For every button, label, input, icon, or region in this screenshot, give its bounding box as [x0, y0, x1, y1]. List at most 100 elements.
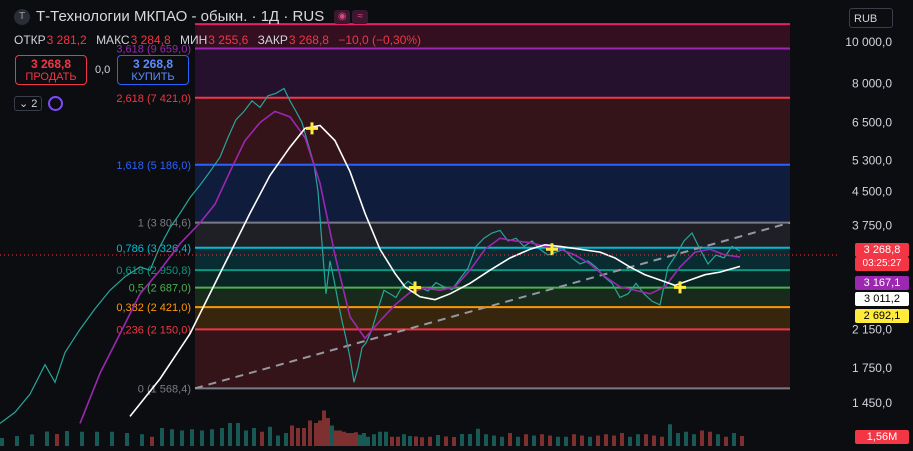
- fib-level-label: 0,786 (3 326,4): [116, 243, 191, 255]
- indicators-count: 2: [31, 98, 38, 110]
- volume-bar: [140, 434, 144, 446]
- volume-bar: [0, 438, 4, 446]
- y-tick-label: 6 500,0: [852, 116, 892, 130]
- trendline: [194, 221, 791, 390]
- volume-bar: [390, 436, 394, 446]
- open-value: 3 281,2: [46, 33, 87, 47]
- volume-bar: [326, 418, 330, 446]
- fib-zone: [195, 329, 790, 389]
- volume-bars: [0, 410, 744, 446]
- volume-bar: [500, 436, 504, 446]
- buy-button[interactable]: 3 268,8 КУПИТЬ: [117, 55, 189, 85]
- volume-bar: [468, 434, 472, 446]
- buy-price: 3 268,8: [132, 57, 174, 71]
- eye-icon[interactable]: ◉: [334, 9, 351, 24]
- volume-bar: [95, 431, 99, 446]
- volume-bar: [276, 435, 280, 446]
- volume-bar: [732, 433, 736, 446]
- signal-marker: [546, 243, 558, 256]
- volume-bar: [652, 435, 656, 446]
- volume-bar: [314, 423, 318, 446]
- volume-bar: [660, 436, 664, 446]
- volume-tag: 1,56M: [855, 430, 909, 444]
- wave-icon[interactable]: ≈: [352, 9, 369, 24]
- countdown-tag: 03:25:27: [855, 257, 909, 271]
- chart-header: T Т-Технологии МКПАО - обыкн. · 1Д · RUS…: [14, 8, 369, 25]
- volume-bar: [150, 436, 154, 446]
- purple-ma-series: [79, 110, 741, 424]
- symbol-title[interactable]: Т-Технологии МКПАО - обыкн. · 1Д · RUS: [36, 8, 325, 25]
- volume-bar: [436, 435, 440, 446]
- volume-bar: [540, 434, 544, 446]
- spread-value: 0,0: [95, 64, 111, 76]
- fib-level-label: 0,382 (2 421,0): [116, 302, 191, 314]
- y-tick-label: 5 300,0: [852, 154, 892, 168]
- header-icons: ◉ ≈: [334, 9, 369, 24]
- volume-bar: [220, 428, 224, 446]
- volume-bar: [284, 433, 288, 446]
- volume-bar: [516, 436, 520, 446]
- y-tick-label: 3 750,0: [852, 218, 892, 232]
- fib-level-label: 0,5 (2 687,0): [129, 283, 191, 295]
- volume-bar: [308, 420, 312, 446]
- volume-bar: [402, 434, 406, 446]
- volume-bar: [604, 434, 608, 446]
- volume-bar: [322, 410, 326, 446]
- volume-bar: [342, 431, 346, 446]
- volume-bar: [716, 434, 720, 446]
- volume-bar: [190, 429, 194, 446]
- volume-bar: [236, 423, 240, 446]
- volume-bar: [30, 434, 34, 446]
- volume-bar: [588, 436, 592, 446]
- volume-bar: [334, 430, 338, 446]
- y-tick-label: 1 750,0: [852, 361, 892, 375]
- indicator-settings-icon[interactable]: [48, 96, 64, 111]
- volume-bar: [296, 428, 300, 446]
- volume-bar: [210, 429, 214, 446]
- fibonacci-fills: [195, 24, 790, 389]
- last-price-tag: 3 268,8: [855, 243, 909, 257]
- currency-selector[interactable]: RUB: [849, 8, 893, 28]
- volume-bar: [378, 431, 382, 446]
- fibonacci-levels: 0 (1 568,4) 0,236 (2 150,0) 0,382 (2 421,0…: [116, 23, 790, 395]
- sell-button[interactable]: 3 268,8 ПРОДАТЬ: [15, 55, 87, 85]
- ohlc-readout: ОТКР3 281,2 МАКС3 284,8 МИН3 255,6 ЗАКР3…: [14, 33, 427, 47]
- volume-bar: [110, 431, 114, 446]
- volume-bar: [338, 430, 342, 446]
- volume-bar: [244, 430, 248, 446]
- fib-level-label: 0 (1 568,4): [138, 383, 191, 395]
- chevron-down-icon: ⌄: [19, 98, 29, 110]
- close-label: ЗАКР: [257, 33, 288, 47]
- volume-bar: [200, 430, 204, 446]
- fib-zone: [195, 164, 790, 223]
- fib-level-label: 1 (3 804,6): [138, 218, 191, 230]
- fib-zone: [195, 270, 790, 288]
- volume-bar: [492, 435, 496, 446]
- volume-bar: [612, 435, 616, 446]
- volume-bar: [628, 436, 632, 446]
- volume-bar: [160, 428, 164, 446]
- volume-bar: [180, 430, 184, 446]
- indicators-toggle[interactable]: ⌄ 2: [14, 96, 43, 111]
- price-series: [0, 87, 741, 424]
- volume-bar: [724, 436, 728, 446]
- volume-bar: [676, 433, 680, 446]
- sell-price: 3 268,8: [30, 57, 72, 71]
- volume-bar: [580, 435, 584, 446]
- volume-bar: [330, 425, 334, 446]
- volume-bar: [708, 431, 712, 446]
- fib-level-label: 0,236 (2 150,0): [116, 324, 191, 336]
- fib-zone: [195, 48, 790, 98]
- sell-label: ПРОДАТЬ: [25, 71, 77, 83]
- open-label: ОТКР: [14, 33, 46, 47]
- price-axis: 10 000,0 8 000,0 6 500,0 5 300,0 4 500,0 3 75…: [845, 35, 892, 410]
- volume-bar: [484, 434, 488, 446]
- volume-bar: [318, 420, 322, 446]
- volume-bar: [684, 431, 688, 446]
- volume-bar: [125, 433, 129, 446]
- volume-bar: [358, 434, 362, 446]
- fib-zone: [195, 287, 790, 308]
- volume-bar: [524, 434, 528, 446]
- fib-level-label: 3,618 (9 659,0): [116, 43, 191, 55]
